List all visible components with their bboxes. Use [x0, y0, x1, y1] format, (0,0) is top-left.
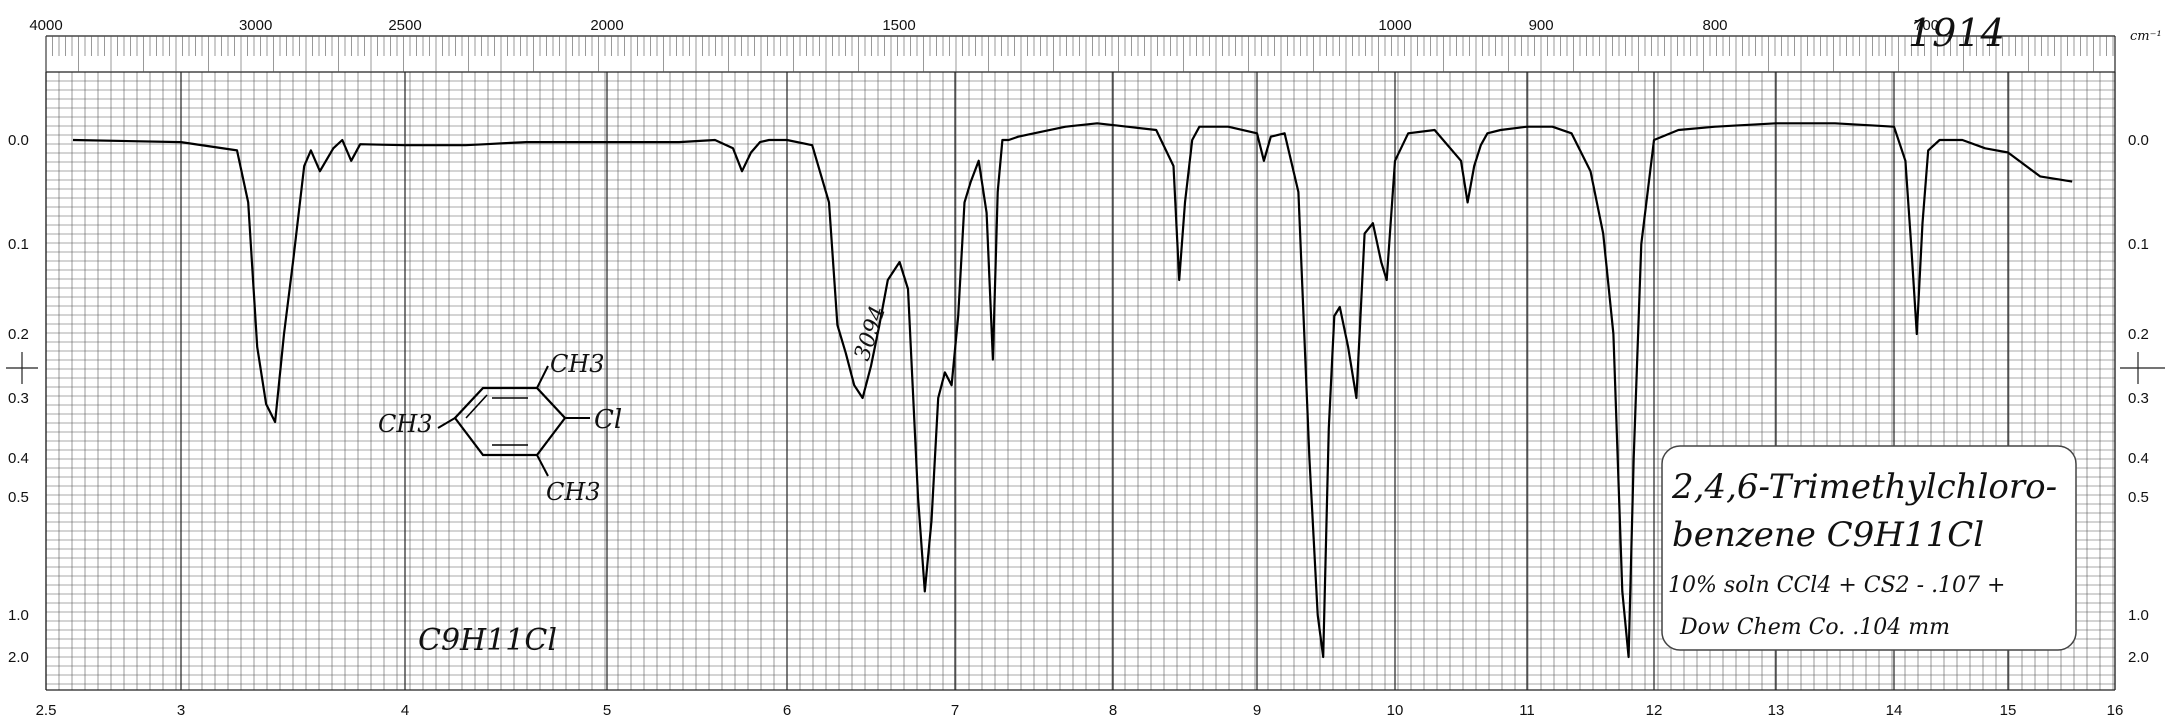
label-box-background	[1661, 445, 2077, 651]
bottom-tick-label: 16	[2107, 702, 2124, 719]
compound-name-line2: benzene C9H11Cl	[1672, 515, 1984, 555]
bottom-tick-label: 3	[177, 702, 185, 719]
y-tick-label-right: 0.4	[2128, 450, 2149, 467]
y-tick-label-right: 1.0	[2128, 607, 2149, 624]
label-cl: Cl	[594, 405, 622, 435]
label-ch3-top: CH3	[550, 350, 605, 378]
spectrum-trace	[72, 122, 2073, 659]
benzene-inner-bond	[465, 394, 488, 419]
y-tick-label-right: 0.5	[2128, 489, 2149, 506]
bottom-tick-label: 2.5	[36, 702, 57, 719]
bottom-tick-label: 12	[1646, 702, 1663, 719]
bottom-tick-label: 7	[951, 702, 959, 719]
label-ch3-bottom: CH3	[546, 478, 601, 506]
top-tick-label: 4000	[29, 17, 62, 34]
compound-name-line1: 2,4,6-Trimethylchloro-	[1671, 467, 2057, 507]
bond-ch3-top	[536, 365, 549, 389]
label-ch3-left: CH3	[378, 410, 433, 438]
y-tick-label-left: 2.0	[8, 649, 29, 666]
top-tick-label: 900	[1529, 17, 1554, 34]
top-tick-label: 3000	[239, 17, 272, 34]
top-tick-label: 800	[1702, 17, 1727, 34]
bottom-tick-label: 14	[1886, 702, 1903, 719]
y-tick-label-left: 0.3	[8, 390, 29, 407]
y-tick-label-left: 0.1	[8, 236, 29, 253]
formula-label: C9H11Cl	[418, 623, 557, 658]
bottom-tick-label: 10	[1387, 702, 1404, 719]
y-tick-label-left: 0.2	[8, 326, 29, 343]
y-tick-label-right: 0.0	[2128, 132, 2149, 149]
y-tick-label-right: 0.2	[2128, 326, 2149, 343]
y-tick-label-left: 0.4	[8, 450, 29, 467]
top-tick-label: 2500	[388, 17, 421, 34]
bottom-tick-label: 6	[783, 702, 791, 719]
bottom-tick-label: 9	[1253, 702, 1261, 719]
bottom-tick-label: 11	[1519, 702, 1535, 719]
unit-mark: cm⁻¹	[2130, 29, 2162, 44]
conditions-line1: 10% soln CCl4 + CS2 - .107 +	[1668, 573, 2005, 598]
y-tick-label-right: 0.3	[2128, 390, 2149, 407]
y-tick-label-right: 2.0	[2128, 649, 2149, 666]
structure-diagram: CH3 Cl CH3 CH3	[378, 350, 622, 506]
top-tick-label: 1500	[882, 17, 915, 34]
bottom-tick-label: 4	[401, 702, 409, 719]
top-tick-label: 700	[1914, 17, 1939, 34]
y-tick-label-right: 0.1	[2128, 236, 2149, 253]
y-tick-label-left: 1.0	[8, 607, 29, 624]
bond-ch3-bottom	[536, 454, 549, 477]
y-tick-label-left: 0.5	[8, 489, 29, 506]
bottom-tick-label: 8	[1109, 702, 1117, 719]
y-axis-absorbance: 0.0 0.0 0.1 0.1 0.2 0.2 0.3 0.3 0.4 0.4 0.5 0.5 1.0 1…	[8, 132, 2149, 666]
spectrum-number: 1914	[1908, 11, 2005, 55]
compound-label-box: 2,4,6-Trimethylchloro- benzene C9H11Cl 1…	[1661, 445, 2077, 651]
top-tick-label: 1000	[1378, 17, 1411, 34]
bottom-tick-label: 15	[2000, 702, 2017, 719]
top-axis-wavenumber: 4000 3000 2500 2000 1500 1000 900 800 700	[29, 17, 1939, 34]
conditions-line2: Dow Chem Co. .104 mm	[1679, 615, 1950, 640]
bond-ch3-left	[437, 417, 456, 429]
bottom-tick-label: 5	[603, 702, 611, 719]
y-tick-label-left: 0.0	[8, 132, 29, 149]
top-tick-label: 2000	[590, 17, 623, 34]
bottom-axis-wavelength: 2.5 3 4 5 6 7 8 9 10 11 12 13 14 15 16	[36, 702, 2124, 719]
bottom-tick-label: 13	[1768, 702, 1785, 719]
